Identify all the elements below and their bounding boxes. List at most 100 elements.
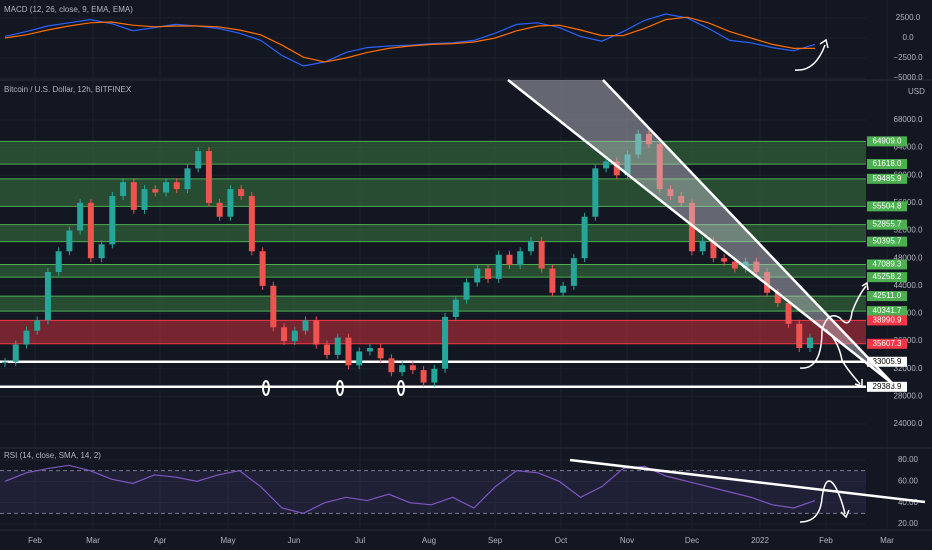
series-line (4, 13, 816, 67)
candle (785, 303, 792, 324)
candle (485, 268, 491, 279)
candle (731, 261, 738, 269)
y-tick-label: 28000.0 (894, 391, 923, 400)
candle (549, 268, 556, 293)
level-label-bg (867, 356, 907, 367)
candle (517, 251, 524, 266)
candle (34, 320, 41, 331)
candle (12, 344, 19, 362)
candle (184, 168, 191, 190)
y-tick-label: 36000.0 (894, 336, 923, 345)
candle (334, 337, 341, 355)
candle (324, 344, 330, 355)
candle (506, 254, 513, 266)
x-tick-label: Mar (880, 536, 894, 545)
y-tick-label: 60.00 (898, 476, 919, 485)
candle (302, 320, 309, 331)
candle (109, 196, 116, 245)
candle (120, 182, 127, 196)
candle (366, 348, 373, 352)
candle (238, 189, 245, 196)
candle (452, 299, 459, 317)
unit-label: USD (908, 87, 925, 96)
y-tick-label: 56000.0 (894, 198, 923, 207)
y-tick-label: 64000.0 (894, 143, 923, 152)
y-tick-label: 68000.0 (894, 115, 923, 124)
rsi-title: RSI (14, close, SMA, 14, 2) (4, 451, 101, 460)
y-tick-label: 48000.0 (894, 253, 923, 262)
arrow (794, 38, 829, 71)
drawings (262, 38, 926, 523)
candle (205, 151, 212, 203)
candle (152, 189, 159, 193)
level-label-bg (867, 306, 907, 317)
x-tick-label: Feb (819, 536, 833, 545)
level-label-bg (867, 201, 907, 212)
rsi-band-fill (0, 470, 866, 514)
zone (0, 178, 866, 207)
level-label-bg (867, 315, 907, 326)
candle (173, 182, 180, 190)
candle (291, 330, 298, 342)
candle (227, 189, 234, 217)
level-label-bg (867, 159, 907, 170)
candle (592, 168, 599, 217)
candle (313, 320, 320, 345)
candle (581, 216, 588, 259)
y-tick-label: 32000.0 (894, 364, 923, 373)
marker (336, 380, 344, 396)
macd-title: MACD (12, 26, close, 9, EMA, EMA) (4, 5, 133, 14)
x-tick-label: Oct (555, 536, 568, 545)
candle (259, 251, 266, 286)
marker (397, 380, 405, 396)
x-tick-label: Aug (422, 536, 436, 545)
candle (495, 254, 502, 279)
level-label-bg (867, 259, 907, 270)
candle (807, 337, 813, 348)
level-label-bg (867, 173, 907, 184)
series-line (4, 16, 815, 63)
x-tick-label: Jun (288, 536, 301, 545)
candle (721, 258, 728, 262)
candle (753, 261, 760, 272)
candle (538, 240, 545, 269)
candle (377, 348, 384, 359)
y-tick-label: 24000.0 (894, 419, 923, 428)
level-label-bg (867, 219, 907, 230)
level-label: 55504.8 (873, 201, 902, 210)
x-tick-label: Dec (685, 536, 699, 545)
candle (420, 370, 427, 383)
level-label: 38990.9 (873, 316, 902, 325)
level-label: 47089.3 (873, 260, 902, 269)
y-tick-label: 52000.0 (894, 226, 923, 235)
y-tick-label: 20.00 (898, 519, 919, 528)
candle (23, 330, 30, 345)
arrow (799, 281, 869, 369)
level-label: 45258.2 (873, 272, 902, 281)
level-label-bg (867, 272, 907, 283)
candle (688, 202, 695, 252)
y-tick-label: −5000.0 (893, 73, 923, 82)
arrow (825, 329, 863, 387)
zone (0, 296, 866, 312)
candle (678, 196, 685, 203)
marker (262, 380, 270, 396)
level-label: 52855.7 (873, 220, 902, 229)
level-label: 64909.0 (873, 136, 902, 145)
candle (248, 196, 255, 252)
y-tick-label: 80.00 (898, 455, 919, 464)
level-label: 35607.3 (873, 339, 902, 348)
candle (270, 285, 277, 328)
candle (130, 182, 137, 210)
candle (55, 251, 62, 272)
candle (796, 323, 803, 348)
candle (399, 365, 406, 373)
level-label-bg (867, 236, 907, 247)
y-tick-label: 44000.0 (894, 281, 923, 290)
candle (656, 144, 663, 190)
candle (613, 161, 620, 176)
candle (388, 358, 395, 373)
level-label-bg (867, 136, 907, 147)
